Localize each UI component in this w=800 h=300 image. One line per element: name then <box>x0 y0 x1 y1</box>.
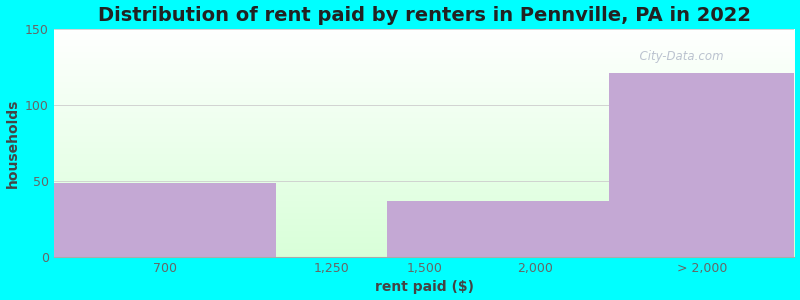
Text: City-Data.com: City-Data.com <box>631 50 723 63</box>
Y-axis label: households: households <box>6 98 19 188</box>
Bar <box>461 201 610 257</box>
Bar <box>610 73 794 257</box>
X-axis label: rent paid ($): rent paid ($) <box>374 280 474 294</box>
Bar <box>54 182 276 257</box>
Title: Distribution of rent paid by renters in Pennville, PA in 2022: Distribution of rent paid by renters in … <box>98 6 750 25</box>
Bar <box>387 201 461 257</box>
